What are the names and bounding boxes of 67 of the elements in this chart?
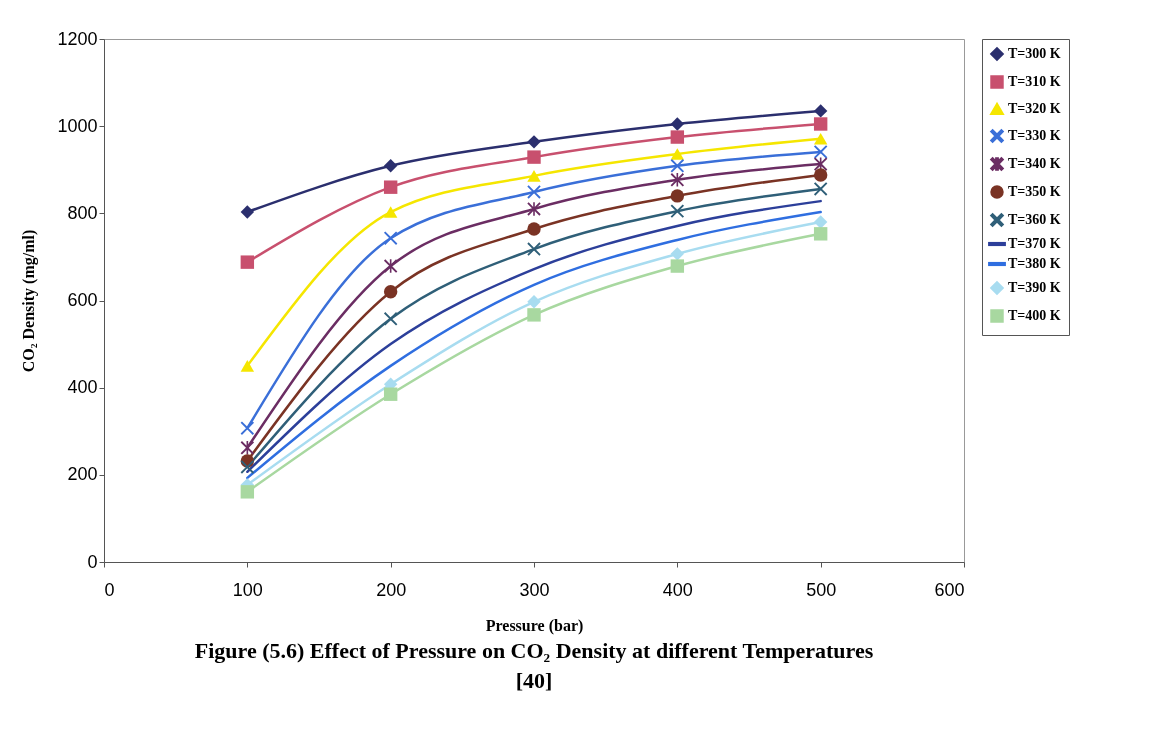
point <box>670 259 685 273</box>
point <box>527 150 541 164</box>
point <box>813 168 828 182</box>
point <box>813 215 828 229</box>
x-tick-label: 200 <box>376 579 407 600</box>
point <box>670 117 685 131</box>
point <box>670 189 685 203</box>
legend-label: T=390 K <box>1008 280 1061 295</box>
legend-label: T=370 K <box>1008 236 1061 251</box>
x-tick-label: 400 <box>662 579 693 600</box>
point <box>240 205 255 219</box>
point <box>240 255 255 269</box>
point <box>527 242 541 256</box>
point <box>383 312 398 326</box>
point <box>240 460 255 474</box>
point <box>813 145 828 159</box>
point <box>527 308 541 322</box>
point <box>383 159 398 173</box>
point <box>527 202 541 216</box>
point <box>240 421 255 435</box>
y-tick-label: 800 <box>67 202 98 223</box>
x-tick-label: 500 <box>806 579 837 600</box>
legend-label: T=300 K <box>1008 46 1061 61</box>
y-tick-label: 200 <box>67 464 98 485</box>
point <box>670 148 685 160</box>
point <box>527 295 541 309</box>
y-tick-label: 0 <box>87 551 98 572</box>
legend-label: T=360 K <box>1008 212 1061 227</box>
x-tick-label: 600 <box>934 579 965 600</box>
point <box>813 182 828 196</box>
point <box>383 231 398 245</box>
y-tick-label: 600 <box>67 290 98 310</box>
text: Figure (5.6) Effect of Pressure on CO₂ Density at different Temperatures <box>194 638 874 663</box>
point <box>670 247 685 261</box>
x-axis-title: Pressure (bar) <box>485 616 584 635</box>
point <box>527 135 541 149</box>
y-tick-label: 1000 <box>57 115 98 136</box>
x-tick-label: 300 <box>519 579 550 600</box>
legend-label: T=380 K <box>1008 256 1061 271</box>
y-tick-label: 400 <box>67 377 98 398</box>
x-tick-label: 0 <box>104 579 115 600</box>
legend-label: T=330 K <box>1008 128 1061 143</box>
point <box>813 133 828 145</box>
point <box>813 104 828 118</box>
point <box>813 227 828 241</box>
point <box>670 130 685 144</box>
legend-label: T=340 K <box>1008 156 1061 171</box>
point <box>527 170 541 182</box>
point <box>813 117 828 131</box>
y-axis-title: CO₂ Density (mg/ml) <box>20 229 39 373</box>
point <box>383 180 398 194</box>
point <box>240 360 255 372</box>
point <box>240 485 255 499</box>
y-tick-label: 1200 <box>57 28 98 49</box>
point <box>383 206 398 218</box>
legend-label: T=310 K <box>1008 74 1061 89</box>
point <box>670 159 685 173</box>
point <box>383 285 398 299</box>
legend-label: T=350 K <box>1008 184 1061 199</box>
x-tick-label: 100 <box>232 579 263 600</box>
legend-label: T=400 K <box>1008 308 1061 323</box>
point <box>383 387 398 401</box>
point <box>670 204 685 218</box>
point <box>527 222 541 236</box>
point <box>527 185 541 199</box>
text: [40] <box>515 668 553 693</box>
legend-label: T=320 K <box>1008 101 1061 116</box>
